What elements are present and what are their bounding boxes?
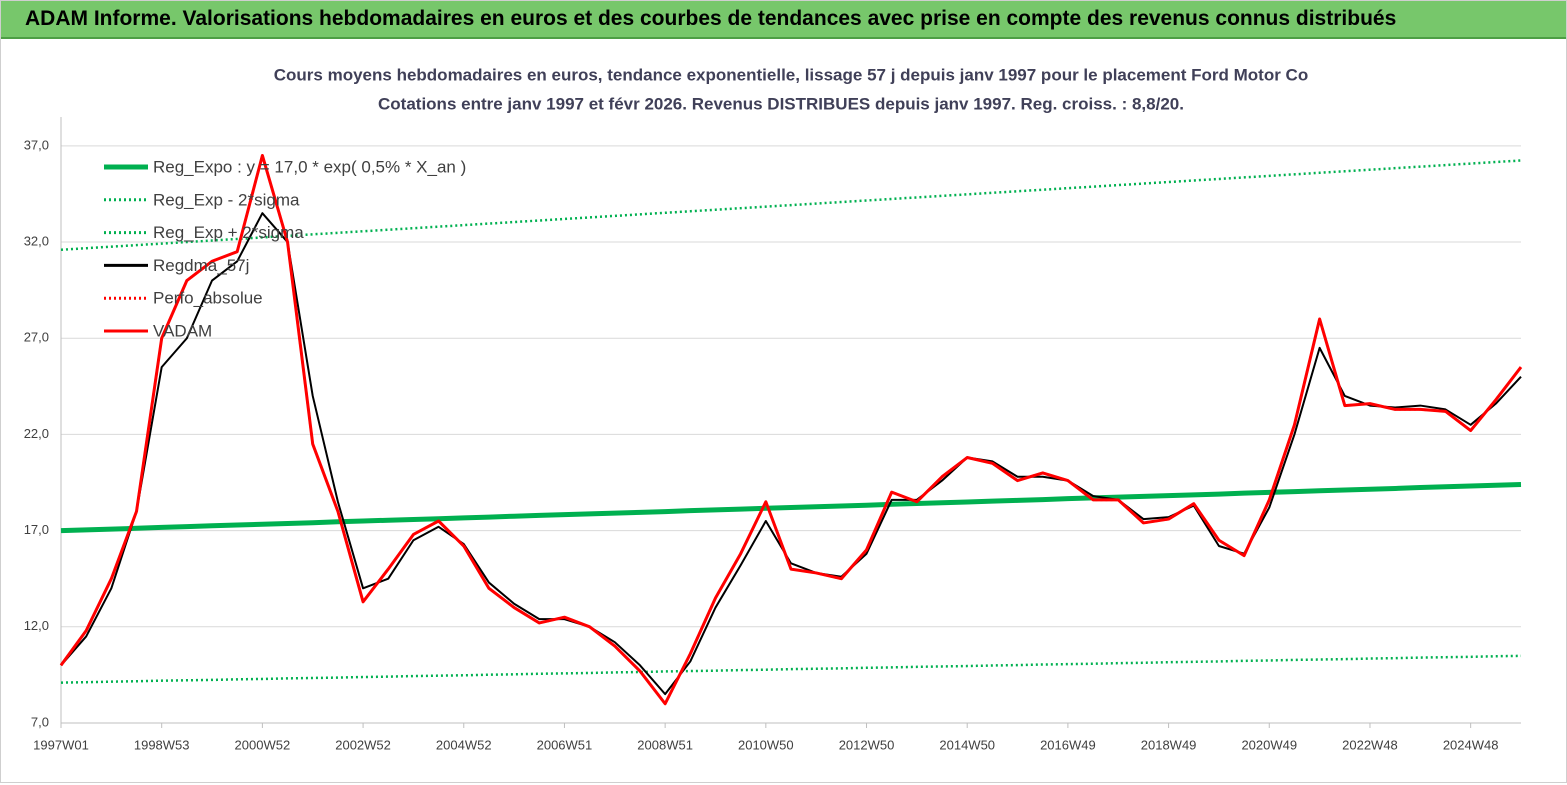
x-tick-label: 2014W50 <box>939 737 995 752</box>
legend-label: VADAM <box>153 321 212 340</box>
y-tick-label: 12,0 <box>24 618 49 633</box>
header-title: ADAM Informe. Valorisations hebdomadaire… <box>1 1 1566 39</box>
y-tick-label: 22,0 <box>24 426 49 441</box>
legend-label: Perfo_absolue <box>153 289 263 308</box>
chart-subtitle: Cotations entre janv 1997 et févr 2026. … <box>378 94 1184 113</box>
x-tick-label: 2004W52 <box>436 737 492 752</box>
x-tick-label: 2020W49 <box>1241 737 1297 752</box>
legend-label: Reg_Exp - 2*sigma <box>153 190 300 209</box>
legend-label: Reg_Expo : y = 17,0 * exp( 0,5% * X_an ) <box>153 157 466 176</box>
x-tick-label: 2024W48 <box>1443 737 1499 752</box>
x-tick-label: 2000W52 <box>235 737 291 752</box>
x-tick-label: 1997W01 <box>33 737 89 752</box>
series-line <box>60 159 1522 251</box>
legend-label: Reg_Exp + 2*sigma <box>153 223 304 242</box>
series-line <box>60 212 1522 696</box>
y-tick-label: 32,0 <box>24 233 49 248</box>
x-tick-label: 2012W50 <box>839 737 895 752</box>
x-tick-label: 2008W51 <box>637 737 693 752</box>
chart-title: Cours moyens hebdomadaires en euros, ten… <box>274 65 1308 84</box>
series-line <box>60 654 1522 684</box>
series-line <box>59 153 1523 706</box>
y-tick-label: 27,0 <box>24 330 49 345</box>
legend-label: Regdma_57j <box>153 256 249 275</box>
x-tick-label: 2006W51 <box>537 737 593 752</box>
x-tick-label: 2010W50 <box>738 737 794 752</box>
x-tick-label: 2018W49 <box>1141 737 1197 752</box>
y-tick-label: 17,0 <box>24 522 49 537</box>
x-tick-label: 2022W48 <box>1342 737 1398 752</box>
chart: Cours moyens hebdomadaires en euros, ten… <box>24 65 1523 752</box>
series-line <box>60 481 1522 534</box>
y-tick-label: 7,0 <box>31 714 49 729</box>
x-tick-label: 1998W53 <box>134 737 190 752</box>
x-tick-label: 2016W49 <box>1040 737 1096 752</box>
y-tick-label: 37,0 <box>24 137 49 152</box>
x-tick-label: 2002W52 <box>335 737 391 752</box>
